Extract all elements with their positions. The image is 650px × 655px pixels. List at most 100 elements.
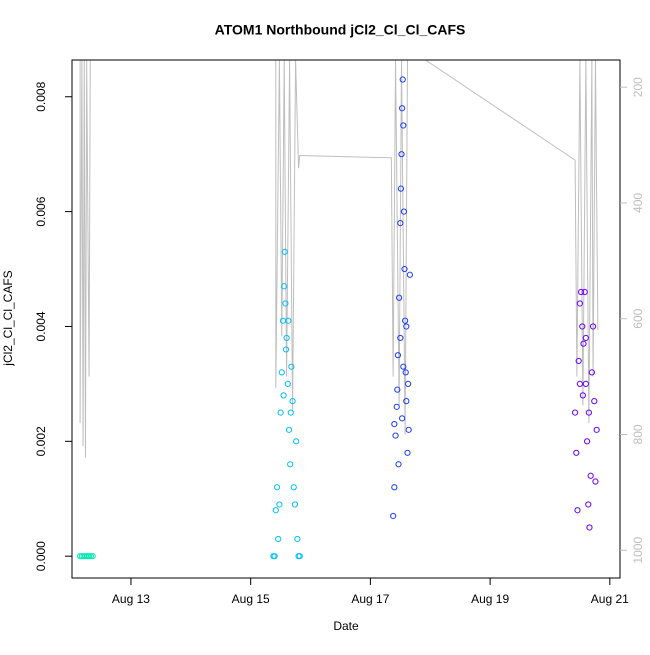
data-point [296, 553, 303, 560]
y-tick-label: 0.006 [34, 196, 48, 226]
y2-tick-label: 1000 [631, 537, 645, 564]
data-point [580, 340, 587, 347]
data-point [393, 403, 400, 410]
data-point [585, 501, 592, 508]
data-point [397, 219, 404, 227]
data-point [294, 535, 301, 543]
data-point [572, 409, 579, 416]
data-point [400, 122, 407, 129]
data-point [283, 334, 290, 342]
data-point [397, 334, 404, 342]
data-point [278, 369, 285, 376]
data-point [394, 352, 402, 359]
data-point [271, 553, 278, 560]
data-point [392, 432, 399, 439]
data-point [280, 392, 287, 399]
x-tick-label: Aug 17 [351, 592, 389, 606]
data-point [585, 409, 592, 416]
x-tick-label: Aug 19 [471, 592, 509, 606]
data-point [403, 398, 410, 405]
data-point [403, 323, 410, 330]
data-point [287, 409, 294, 416]
data-point [404, 449, 411, 456]
data-point [575, 357, 582, 365]
data-point [586, 524, 593, 531]
y-tick-label: 0.000 [34, 541, 48, 571]
data-point [588, 369, 595, 376]
data-point [593, 426, 600, 433]
data-point [390, 512, 397, 520]
data-point [577, 288, 585, 296]
data-point [399, 415, 406, 422]
data-point [282, 300, 289, 307]
data-point [587, 472, 594, 479]
data-point [583, 438, 591, 445]
x-axis-label: Date [333, 619, 359, 633]
data-point [285, 317, 292, 324]
data-point [85, 553, 93, 560]
data-point [579, 392, 586, 399]
data-point [400, 363, 407, 370]
data-point [406, 271, 413, 278]
data-point [402, 369, 409, 376]
y-axis-label: jCl2_Cl_Cl_CAFS [1, 270, 15, 366]
data-point [573, 449, 580, 456]
data-point [401, 265, 408, 273]
y2-tick-label: 600 [631, 308, 645, 328]
data-point [275, 535, 282, 543]
data-point [282, 346, 290, 353]
data-point [591, 398, 598, 405]
data-point [579, 323, 586, 330]
data-point [592, 478, 599, 485]
data-point [290, 484, 297, 491]
data-point [276, 501, 283, 508]
data-point [284, 380, 291, 387]
y2-tick-label: 800 [631, 424, 645, 444]
data-point [87, 553, 94, 560]
data-point [589, 323, 597, 330]
plot-area [76, 60, 600, 560]
chart-title: ATOM1 Northbound jCl2_Cl_Cl_CAFS [215, 22, 466, 38]
y2-tick-label: 200 [631, 77, 645, 97]
data-point [391, 484, 398, 491]
data-point [405, 380, 412, 387]
data-point [394, 386, 401, 393]
x-tick-label: Aug 15 [232, 592, 270, 606]
data-point [395, 461, 402, 468]
data-point [402, 317, 409, 324]
data-point [581, 288, 588, 296]
y-tick-label: 0.008 [34, 81, 48, 111]
x-tick-label: Aug 13 [112, 592, 150, 606]
data-point [574, 507, 581, 514]
data-point [400, 208, 408, 215]
y2-tick-label: 400 [631, 193, 645, 213]
data-point [398, 151, 405, 158]
data-point [291, 501, 299, 508]
data-point [281, 248, 288, 255]
data-point [397, 185, 405, 192]
data-point [285, 426, 293, 433]
data-point [396, 294, 403, 301]
y-tick-label: 0.004 [34, 311, 48, 341]
y-tick-label: 0.002 [34, 426, 48, 456]
data-point [582, 334, 589, 342]
data-point [405, 426, 412, 433]
altitude-line [79, 60, 599, 458]
data-point [293, 438, 300, 445]
data-point [391, 420, 398, 428]
data-point [399, 76, 406, 83]
data-point [281, 283, 288, 290]
data-point [89, 553, 96, 560]
data-point [582, 380, 589, 387]
data-point [576, 380, 583, 387]
data-point [277, 409, 284, 416]
data-point [289, 398, 296, 405]
data-point [576, 300, 583, 307]
data-point [287, 461, 294, 468]
data-point [272, 507, 279, 514]
x-tick-label: Aug 21 [591, 592, 629, 606]
data-point [273, 484, 281, 491]
data-point [399, 105, 406, 112]
